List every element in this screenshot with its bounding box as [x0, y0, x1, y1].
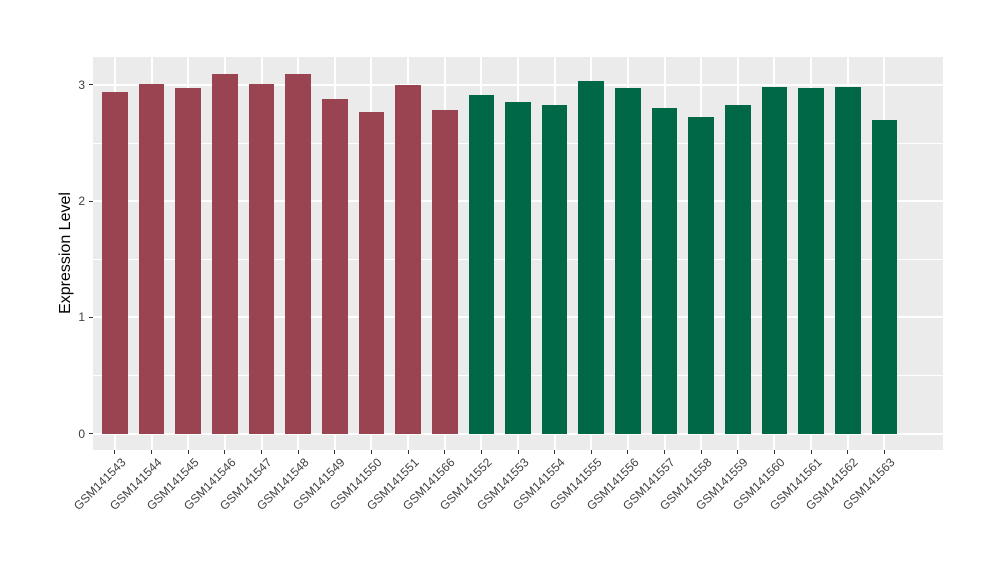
bar-GSM141547 [248, 83, 275, 434]
bar-GSM141563 [871, 119, 898, 434]
y-tick-label: 1 [78, 310, 85, 325]
bar-GSM141545 [175, 88, 202, 434]
x-tick-mark [627, 450, 629, 454]
x-tick-mark [370, 450, 372, 454]
y-axis-title: Expression Level [54, 113, 78, 393]
bar-GSM141549 [321, 98, 348, 434]
x-tick-mark [334, 450, 336, 454]
bar-GSM141552 [468, 95, 495, 434]
bar-GSM141550 [358, 111, 385, 434]
x-tick-mark [700, 450, 702, 454]
bar-GSM141560 [761, 87, 788, 434]
y-tick-mark [89, 316, 93, 318]
plot-panel [93, 57, 943, 450]
x-tick-mark [810, 450, 812, 454]
bar-GSM141546 [212, 74, 238, 434]
bar-GSM141561 [798, 88, 824, 434]
bar-GSM141543 [102, 91, 128, 434]
bar-GSM141554 [541, 104, 568, 434]
bar-GSM141553 [505, 102, 531, 434]
x-tick-mark [883, 450, 885, 454]
bar-GSM141558 [688, 117, 714, 434]
y-tick-label: 2 [78, 194, 85, 209]
bar-GSM141556 [615, 88, 641, 434]
x-tick-mark [297, 450, 299, 454]
x-tick-mark [664, 450, 666, 454]
bar-GSM141562 [834, 87, 861, 434]
bar-GSM141559 [725, 104, 751, 434]
x-tick-mark [151, 450, 153, 454]
y-tick-mark [89, 84, 93, 86]
x-tick-mark [480, 450, 482, 454]
bar-GSM141566 [431, 110, 458, 434]
y-tick-label: 3 [78, 77, 85, 92]
bar-GSM141548 [285, 74, 311, 434]
x-tick-mark [444, 450, 446, 454]
x-tick-mark [114, 450, 116, 454]
y-tick-label: 0 [78, 426, 85, 441]
y-tick-mark [89, 200, 93, 202]
x-tick-mark [847, 450, 849, 454]
x-tick-mark [737, 450, 739, 454]
bar-GSM141551 [395, 84, 421, 434]
x-tick-mark [773, 450, 775, 454]
y-tick-mark [89, 433, 93, 435]
x-tick-mark [224, 450, 226, 454]
bar-GSM141557 [651, 108, 678, 434]
x-tick-mark [261, 450, 263, 454]
x-tick-mark [554, 450, 556, 454]
x-tick-mark [590, 450, 592, 454]
y-axis-title-text: Expression Level [57, 192, 74, 314]
bar-GSM141544 [138, 83, 165, 434]
x-tick-mark [407, 450, 409, 454]
bar-GSM141555 [578, 81, 605, 434]
x-tick-mark [187, 450, 189, 454]
x-tick-mark [517, 450, 519, 454]
